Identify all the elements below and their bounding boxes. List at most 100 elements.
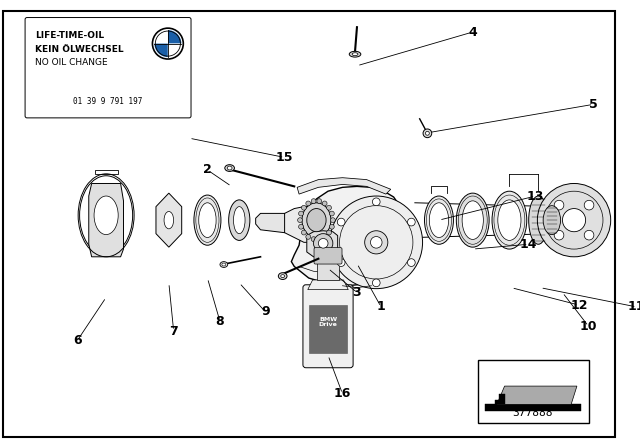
Circle shape [372, 198, 380, 206]
Ellipse shape [349, 52, 361, 57]
Text: KEIN ÖLWECHSEL: KEIN ÖLWECHSEL [35, 44, 124, 54]
Circle shape [299, 211, 303, 216]
Text: 377888: 377888 [512, 408, 553, 418]
Text: 12: 12 [570, 298, 588, 311]
Text: 13: 13 [527, 190, 544, 202]
Bar [477, 360, 589, 423]
Circle shape [330, 211, 334, 216]
Circle shape [330, 218, 335, 223]
Ellipse shape [423, 129, 432, 138]
Ellipse shape [281, 275, 285, 278]
Circle shape [299, 224, 303, 229]
Ellipse shape [426, 131, 429, 135]
Circle shape [301, 205, 307, 210]
Ellipse shape [429, 203, 449, 237]
Circle shape [538, 184, 611, 257]
Circle shape [326, 205, 332, 210]
Ellipse shape [199, 203, 216, 237]
Text: 7: 7 [170, 325, 178, 338]
Polygon shape [308, 280, 348, 289]
Ellipse shape [456, 193, 489, 247]
Text: 15: 15 [276, 151, 293, 164]
FancyBboxPatch shape [303, 285, 353, 368]
Ellipse shape [228, 200, 250, 241]
Text: 14: 14 [520, 238, 538, 251]
Text: 10: 10 [580, 320, 597, 333]
Ellipse shape [352, 53, 358, 56]
Ellipse shape [492, 191, 527, 249]
Circle shape [306, 201, 310, 206]
Ellipse shape [94, 196, 118, 235]
Circle shape [408, 218, 415, 226]
Ellipse shape [424, 196, 453, 244]
Circle shape [330, 224, 334, 229]
Ellipse shape [307, 209, 326, 232]
Wedge shape [154, 30, 168, 43]
Polygon shape [255, 213, 285, 233]
Circle shape [337, 259, 345, 267]
Circle shape [554, 200, 564, 210]
Circle shape [311, 237, 316, 241]
Circle shape [322, 234, 327, 239]
Ellipse shape [222, 263, 226, 266]
Text: 2: 2 [203, 164, 212, 177]
Text: 8: 8 [216, 315, 224, 328]
Polygon shape [297, 178, 391, 194]
Polygon shape [280, 207, 318, 242]
Ellipse shape [227, 166, 232, 170]
Circle shape [554, 230, 564, 240]
Wedge shape [168, 30, 181, 43]
Circle shape [301, 230, 307, 235]
Polygon shape [495, 394, 504, 405]
Ellipse shape [194, 195, 221, 245]
Circle shape [311, 199, 316, 203]
Bar [485, 405, 580, 411]
Circle shape [326, 230, 332, 235]
Circle shape [317, 237, 322, 241]
Circle shape [584, 230, 594, 240]
Text: 01 39 9 791 197: 01 39 9 791 197 [74, 97, 143, 106]
Ellipse shape [543, 206, 561, 235]
Circle shape [298, 218, 303, 223]
Text: 5: 5 [589, 98, 598, 111]
Wedge shape [154, 43, 168, 57]
Text: 6: 6 [73, 334, 81, 347]
FancyBboxPatch shape [25, 17, 191, 118]
Circle shape [371, 237, 382, 248]
Polygon shape [156, 193, 182, 247]
Text: NO OIL CHANGE: NO OIL CHANGE [35, 58, 108, 67]
Ellipse shape [302, 203, 331, 237]
Circle shape [314, 234, 333, 253]
Circle shape [318, 238, 328, 248]
Circle shape [306, 234, 310, 239]
Circle shape [408, 259, 415, 267]
Polygon shape [89, 184, 124, 257]
Text: 3: 3 [353, 286, 361, 299]
Ellipse shape [164, 211, 173, 229]
Circle shape [317, 199, 322, 203]
FancyBboxPatch shape [314, 248, 342, 264]
Polygon shape [497, 386, 577, 405]
Ellipse shape [220, 262, 228, 267]
Polygon shape [307, 231, 338, 259]
Circle shape [330, 196, 422, 289]
Bar [317, 263, 339, 280]
Ellipse shape [234, 207, 245, 234]
Text: 9: 9 [261, 305, 269, 318]
Circle shape [372, 279, 380, 287]
Circle shape [337, 218, 345, 226]
Polygon shape [291, 186, 407, 286]
Text: 4: 4 [468, 26, 477, 39]
Circle shape [322, 201, 327, 206]
Ellipse shape [529, 196, 548, 244]
Circle shape [365, 231, 388, 254]
Text: BMW
Drive: BMW Drive [319, 317, 337, 327]
Text: 16: 16 [334, 388, 351, 401]
Bar [308, 305, 348, 353]
Ellipse shape [225, 165, 234, 172]
Circle shape [584, 200, 594, 210]
Ellipse shape [462, 201, 483, 239]
Ellipse shape [498, 200, 521, 241]
Text: 11: 11 [628, 301, 640, 314]
Wedge shape [168, 43, 181, 57]
